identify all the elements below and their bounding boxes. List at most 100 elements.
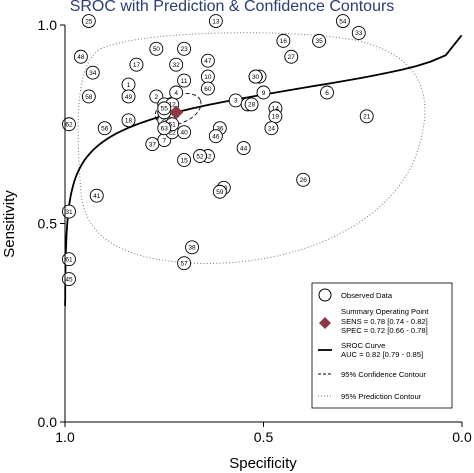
x-tick-label: 1.0: [55, 429, 75, 445]
study-point: 24: [264, 121, 279, 136]
study-point: 10: [200, 69, 215, 84]
study-label: 35: [315, 38, 323, 45]
study-circle: [212, 184, 227, 199]
study-label: 33: [355, 30, 363, 37]
study-label: 9: [262, 90, 266, 97]
study-point: 60: [200, 81, 215, 96]
study-point: 19: [268, 109, 283, 124]
study-point: 1: [121, 77, 136, 92]
study-circle: [276, 33, 291, 48]
study-label: 7: [162, 137, 166, 144]
study-label: 24: [268, 126, 276, 133]
study-circle: [145, 137, 160, 152]
study-circle: [177, 125, 192, 140]
study-point: 48: [73, 49, 88, 64]
study-point: 50: [149, 41, 164, 56]
study-label: 63: [161, 126, 169, 133]
study-point: 54: [335, 14, 350, 28]
study-label: 11: [181, 78, 188, 85]
study-label: 44: [240, 145, 248, 152]
study-point: 25: [81, 14, 96, 28]
study-label: 3: [234, 98, 238, 105]
study-label: 31: [65, 209, 73, 216]
x-tick-label: 0.5: [254, 429, 274, 445]
study-circle: [81, 89, 96, 104]
study-label: 47: [204, 58, 212, 65]
study-label: 34: [89, 70, 97, 77]
study-point: 13: [208, 14, 223, 28]
study-point: 23: [177, 41, 192, 56]
study-point: 31: [62, 204, 76, 219]
legend-summary-spec: SPEC = 0.72 [0.66 - 0.78]: [341, 326, 428, 335]
study-circle: [244, 97, 259, 112]
legend-summary-symbol: [319, 317, 331, 329]
study-point: 45: [62, 272, 76, 287]
study-label: 30: [252, 74, 260, 81]
legend-curve-auc: AUC = 0.82 [0.79 - 0.85]: [341, 350, 423, 359]
study-label: 50: [153, 46, 161, 53]
study-point: 44: [236, 141, 251, 156]
study-label: 28: [248, 102, 256, 109]
study-point: 55: [157, 101, 172, 116]
study-circle: [193, 149, 207, 163]
legend-box: [311, 282, 453, 409]
study-label: 49: [125, 94, 133, 101]
study-point: 3: [228, 93, 243, 108]
study-point: 34: [85, 65, 100, 80]
study-point: 59: [212, 184, 227, 199]
study-label: 13: [212, 18, 220, 25]
chart-legend: Observed Data Summary Operating Point SE…: [311, 282, 453, 409]
study-circle: [236, 141, 251, 156]
study-circle: [264, 121, 279, 136]
study-circle: [169, 57, 184, 72]
study-circle: [62, 204, 76, 219]
study-point: 6: [320, 85, 334, 100]
study-circle: [85, 65, 100, 80]
study-circle: [177, 41, 192, 56]
study-circle: [62, 252, 76, 267]
study-label: 27: [288, 54, 296, 61]
study-point: 4: [169, 85, 184, 100]
study-point: 63: [157, 121, 172, 136]
study-circle: [129, 57, 144, 72]
study-circle: [320, 85, 334, 100]
study-point: 17: [129, 57, 144, 72]
legend-confidence-label: 95% Confidence Contour: [341, 370, 426, 379]
study-circle: [97, 121, 112, 136]
study-point: 15: [177, 153, 192, 167]
study-label: 2: [154, 94, 158, 101]
study-circle: [296, 172, 311, 187]
prediction-contour: [77, 32, 426, 264]
x-tick-label: 0.0: [452, 429, 472, 445]
study-label: 4: [174, 90, 178, 97]
study-label: 37: [149, 141, 157, 148]
study-label: 41: [93, 193, 101, 200]
study-point: 56: [97, 121, 112, 136]
study-point: 33: [351, 25, 366, 40]
study-label: 14: [272, 106, 280, 113]
y-tick-label: 0.5: [38, 216, 58, 232]
study-point: 46: [208, 129, 223, 144]
study-circle: [177, 73, 192, 88]
study-circle: [157, 101, 172, 116]
study-circle: [89, 188, 104, 203]
study-point: 18: [121, 113, 136, 128]
study-circle: [208, 129, 223, 144]
legend-curve-title: SROC Curve: [341, 341, 385, 350]
study-circle: [335, 14, 350, 28]
study-point: 16: [276, 33, 291, 48]
legend-summary-sens: SENS = 0.78 [0.74 - 0.82]: [341, 317, 428, 326]
study-label: 23: [180, 46, 188, 53]
y-tick-label: 1.0: [38, 17, 58, 33]
study-point: 40: [177, 125, 192, 140]
legend-summary-title: Summary Operating Point: [341, 307, 429, 316]
study-point: 30: [248, 69, 263, 84]
study-circle: [73, 49, 88, 64]
study-point: 47: [200, 53, 215, 68]
study-point: 35: [312, 33, 327, 48]
study-label: 36: [216, 126, 224, 133]
study-circle: [157, 121, 172, 136]
study-point: 61: [62, 252, 76, 267]
study-point: 52: [193, 149, 207, 163]
study-label: 26: [300, 177, 308, 184]
